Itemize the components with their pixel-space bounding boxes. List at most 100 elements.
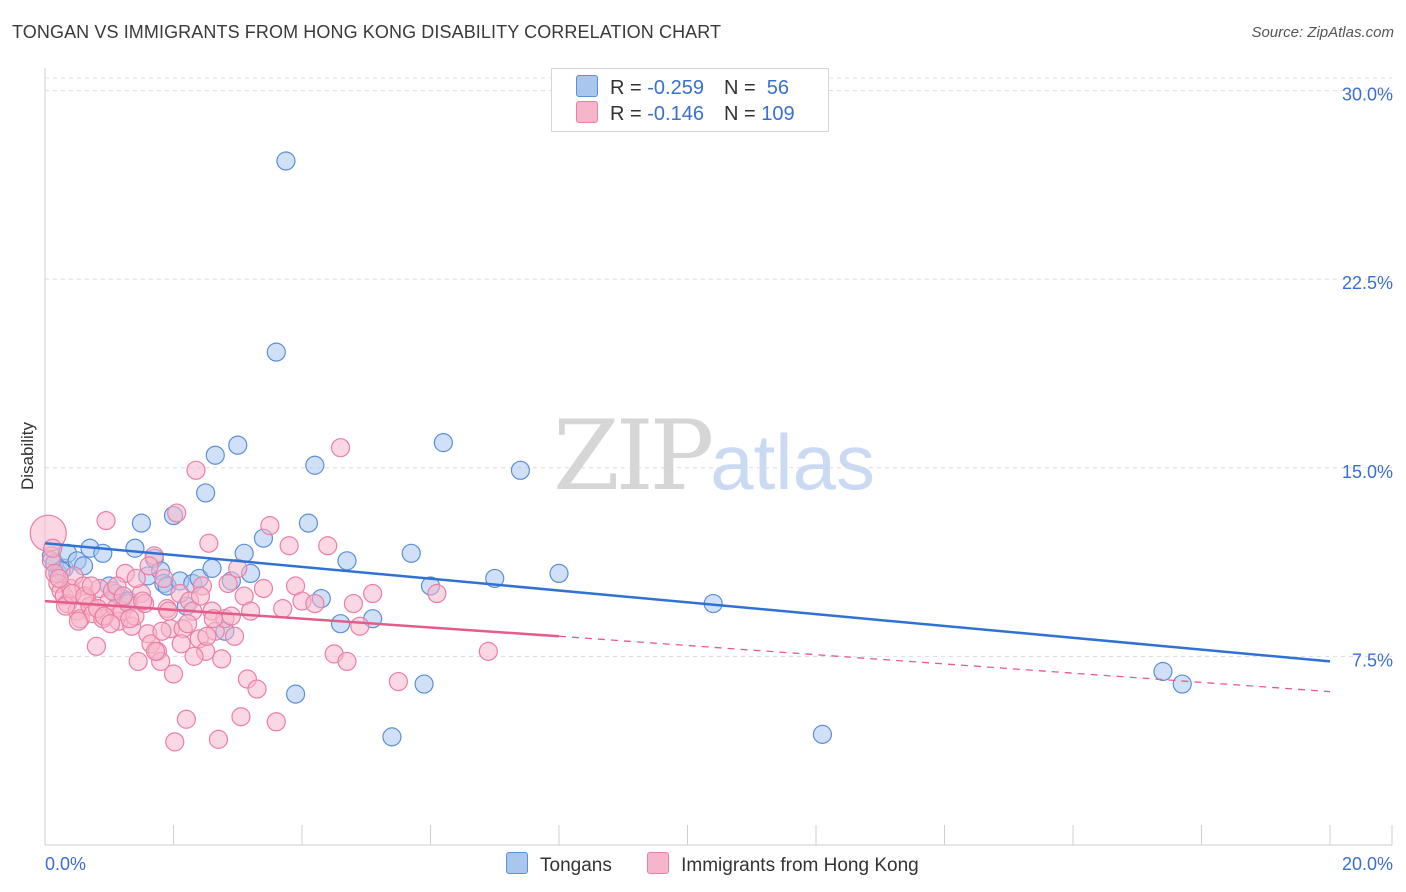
legend-n-value: 109 bbox=[761, 103, 795, 125]
hongkong-point bbox=[363, 583, 383, 604]
chart-title: TONGAN VS IMMIGRANTS FROM HONG KONG DISA… bbox=[12, 22, 722, 42]
correlation-legend: R = -0.259 N = 56 R = -0.146 N = 109 bbox=[551, 68, 829, 132]
hongkong-point bbox=[186, 460, 206, 480]
tongans-point bbox=[298, 513, 319, 533]
hongkong-point bbox=[231, 707, 251, 727]
hongkong-point bbox=[305, 593, 325, 614]
hongkong-point bbox=[330, 438, 351, 458]
tongans-trend-line bbox=[44, 541, 1331, 663]
chart-source: Source: ZipAtlas.com bbox=[1251, 24, 1394, 41]
tongans-point bbox=[1153, 661, 1173, 682]
y-tick-label: 15.0% bbox=[1342, 462, 1393, 482]
tongans-point bbox=[401, 543, 421, 563]
hongkong-point bbox=[199, 533, 219, 553]
hongkong-trend-line bbox=[44, 599, 560, 638]
series-swatch-tongans bbox=[506, 852, 528, 874]
hongkong-point bbox=[350, 616, 370, 636]
hongkong-point bbox=[478, 641, 498, 661]
hongkong-point bbox=[145, 641, 166, 661]
tongans-point bbox=[196, 483, 216, 503]
legend-swatch-hongkong bbox=[576, 101, 598, 123]
tongans-point bbox=[266, 342, 286, 362]
watermark: ZIPatlas bbox=[553, 400, 875, 512]
hongkong-point bbox=[96, 510, 116, 531]
hongkong-point bbox=[260, 516, 280, 536]
hongkong-point bbox=[427, 583, 447, 604]
hongkong-point bbox=[171, 634, 191, 654]
tongans-point bbox=[205, 445, 225, 465]
hongkong-point bbox=[197, 626, 217, 646]
hongkong-point bbox=[152, 621, 172, 641]
trend-lines bbox=[44, 541, 1331, 693]
legend-n-label: N = bbox=[723, 103, 762, 125]
tongans-point bbox=[285, 684, 306, 704]
hongkong-point bbox=[203, 609, 223, 629]
tongans-point bbox=[1172, 674, 1192, 694]
hongkong-point bbox=[184, 646, 204, 666]
tongans-point bbox=[276, 151, 296, 171]
hongkong-point bbox=[126, 568, 146, 589]
watermark-atlas: atlas bbox=[710, 418, 875, 506]
series-label-hongkong: Immigrants from Hong Kong bbox=[681, 855, 919, 876]
axis-labels: 7.5% 15.0% 22.5% 30.0% 0.0% 20.0% Disability bbox=[18, 85, 1393, 874]
hongkong-point bbox=[113, 586, 133, 606]
hongkong-point bbox=[224, 626, 245, 646]
hongkong-point bbox=[212, 649, 232, 669]
hongkong-point bbox=[154, 568, 174, 589]
hongkong-point bbox=[218, 573, 238, 594]
hongkong-point bbox=[49, 568, 69, 589]
hongkong-point bbox=[228, 558, 248, 578]
legend-n-value: 56 bbox=[761, 77, 790, 99]
tongans-point bbox=[330, 614, 351, 634]
hongkong-point bbox=[68, 611, 89, 631]
legend-row-hongkong: R = -0.146 N = 109 bbox=[576, 101, 795, 127]
series-legend: Tongans Immigrants from Hong Kong bbox=[506, 852, 949, 877]
hongkong-point bbox=[167, 503, 187, 523]
hongkong-point bbox=[120, 609, 140, 629]
tongans-point bbox=[382, 727, 402, 747]
hongkong-point bbox=[178, 614, 198, 634]
hongkong-point bbox=[100, 614, 121, 634]
tongans-point bbox=[414, 674, 434, 694]
series-legend-tongans[interactable]: Tongans bbox=[506, 852, 612, 877]
hongkong-point bbox=[163, 664, 184, 684]
tongans-point bbox=[125, 538, 145, 558]
hongkong-point bbox=[86, 636, 107, 656]
y-axis-title: Disability bbox=[18, 421, 37, 490]
hongkong-point bbox=[388, 671, 408, 692]
hongkong-point bbox=[247, 679, 267, 699]
series-legend-hongkong[interactable]: Immigrants from Hong Kong bbox=[647, 852, 919, 877]
series-label-tongans: Tongans bbox=[540, 855, 612, 876]
watermark-zip: ZIP bbox=[553, 400, 714, 512]
legend-row-tongans: R = -0.259 N = 56 bbox=[576, 75, 789, 101]
hongkong-point bbox=[176, 709, 196, 729]
y-tick-label: 22.5% bbox=[1342, 273, 1393, 293]
legend-swatch-tongans bbox=[576, 75, 598, 97]
tongans-point bbox=[131, 513, 151, 533]
hongkong-point bbox=[165, 732, 185, 752]
legend-r-label: R = bbox=[610, 103, 648, 125]
x-tick-label-end: 20.0% bbox=[1342, 854, 1393, 874]
hongkong-point bbox=[128, 651, 148, 672]
hongkong-point bbox=[279, 536, 299, 556]
hongkong-point bbox=[133, 591, 153, 611]
hongkong-point bbox=[337, 651, 357, 672]
tongans-point bbox=[549, 563, 569, 584]
hongkong-point bbox=[139, 556, 159, 576]
y-tick-label: 30.0% bbox=[1342, 85, 1393, 105]
hongkong-trend-extension bbox=[558, 635, 1331, 693]
hongkong-point bbox=[81, 576, 101, 596]
legend-r-value: -0.146 bbox=[647, 103, 704, 125]
axes bbox=[44, 68, 1393, 846]
hongkong-point bbox=[241, 601, 261, 621]
tongans-point bbox=[337, 551, 357, 571]
tongans-point bbox=[510, 460, 531, 480]
tongans-point bbox=[202, 558, 222, 578]
hongkong-point bbox=[221, 606, 241, 626]
x-tick-label-start: 0.0% bbox=[45, 854, 86, 874]
tongans-point bbox=[812, 724, 833, 744]
hongkong-point bbox=[190, 586, 211, 606]
hongkong-point bbox=[343, 593, 363, 614]
hongkong-point bbox=[208, 729, 229, 749]
